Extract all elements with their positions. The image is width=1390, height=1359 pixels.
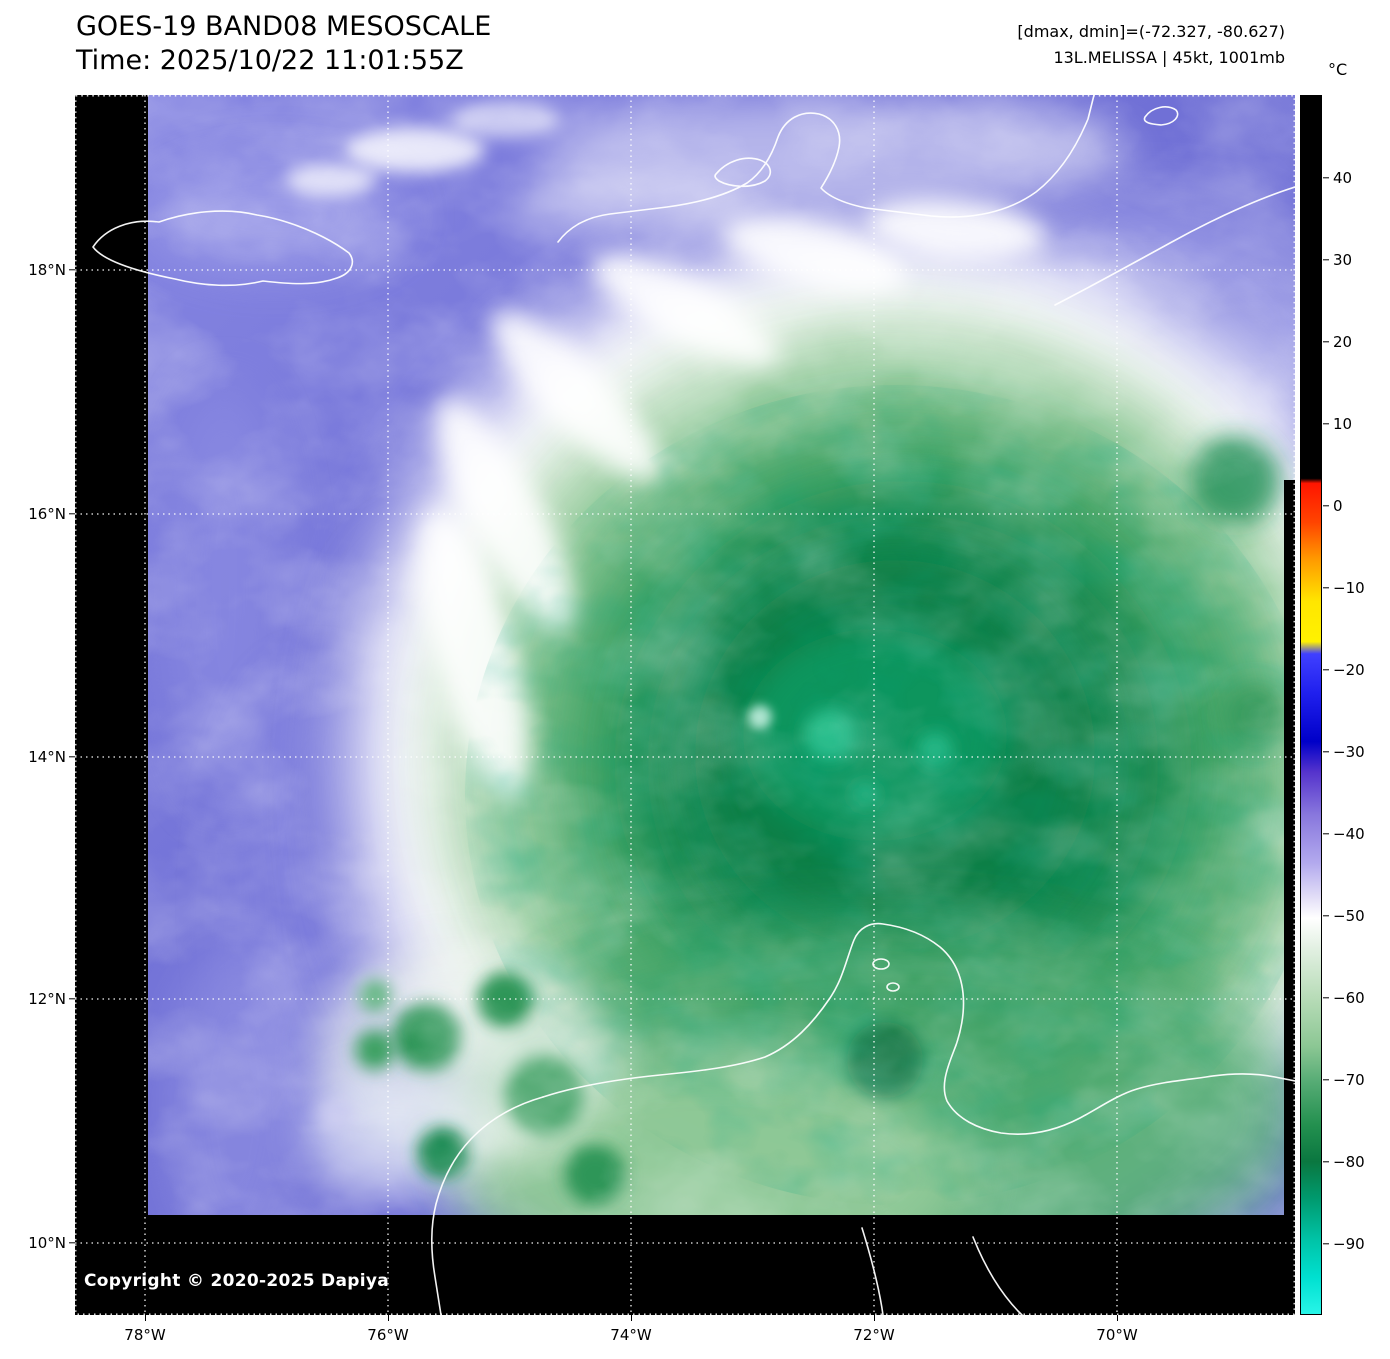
timestamp: Time: 2025/10/22 11:01:55Z (76, 45, 464, 76)
colorbar-tick (1323, 1243, 1329, 1245)
colorbar-tick (1323, 1161, 1329, 1163)
colorbar-tick (1323, 833, 1329, 835)
colorbar-label-m30: −30 (1333, 743, 1365, 761)
colorbar-tick (1323, 669, 1329, 671)
colorbar-tick (1323, 341, 1329, 343)
coastlines (92, 95, 1295, 1315)
small-island-coastline (1143, 106, 1179, 126)
hispaniola-coastline (557, 95, 1095, 243)
storm-info: 13L.MELISSA | 45kt, 1001mb (1053, 48, 1285, 67)
colorbar-gradient (1300, 95, 1322, 1315)
colorbar-tick (1323, 1079, 1329, 1081)
water-vapor-imagery (148, 95, 1295, 1215)
colorbar-label-40: 40 (1333, 169, 1353, 187)
colorbar-tick (1323, 587, 1329, 589)
lon-label-76w: 76°W (367, 1326, 409, 1344)
lat-label-14n: 14°N (28, 748, 66, 766)
lon-tick (145, 1315, 147, 1321)
gonave-island-coastline (714, 157, 772, 188)
lat-tick (69, 1242, 75, 1244)
colorbar-label-m80: −80 (1333, 1153, 1365, 1171)
colorbar-tick (1323, 423, 1329, 425)
map-plot-area: Copyright © 2020-2025 Dapiya (75, 95, 1295, 1315)
lon-tick (874, 1315, 876, 1321)
colorbar-tick (1323, 177, 1329, 179)
lat-tick (69, 513, 75, 515)
lon-tick (631, 1315, 633, 1321)
colombia-west-coastline (430, 1096, 544, 1315)
lon-label-74w: 74°W (610, 1326, 652, 1344)
lat-tick (69, 269, 75, 271)
lon-label-72w: 72°W (853, 1326, 895, 1344)
lat-label-10n: 10°N (28, 1234, 66, 1252)
lat-label-16n: 16°N (28, 505, 66, 523)
jamaica-coastline (92, 210, 354, 287)
lon-tick (388, 1315, 390, 1321)
lon-label-78w: 78°W (124, 1326, 166, 1344)
colorbar-label-10: 10 (1333, 415, 1353, 433)
south-america-coastline (542, 922, 1295, 1135)
colorbar-label-m40: −40 (1333, 825, 1365, 843)
colorbar-label-m50: −50 (1333, 907, 1365, 925)
colorbar-label-m60: −60 (1333, 989, 1365, 1007)
colorbar-label-0: 0 (1333, 497, 1343, 515)
colorbar-label-m90: −90 (1333, 1235, 1365, 1253)
lagoon-outline-2 (886, 982, 900, 992)
copyright-watermark: Copyright © 2020-2025 Dapiya (84, 1271, 389, 1291)
page-title: GOES-19 BAND08 MESOSCALE (76, 11, 492, 42)
colorbar-tick (1323, 259, 1329, 261)
colorbar-tick (1323, 915, 1329, 917)
colorbar-label-20: 20 (1333, 333, 1353, 351)
dominican-south-coastline (1054, 186, 1295, 306)
lat-tick (69, 756, 75, 758)
lat-tick (69, 998, 75, 1000)
storm-noise-texture (465, 385, 1295, 1205)
lat-label-12n: 12°N (28, 990, 66, 1008)
maracaibo-coastline-1 (861, 1227, 884, 1315)
colorbar-label-m70: −70 (1333, 1071, 1365, 1089)
colorbar-tick (1323, 997, 1329, 999)
colorbar-label-m20: −20 (1333, 661, 1365, 679)
lat-label-18n: 18°N (28, 261, 66, 279)
satellite-imagery (75, 95, 1295, 1315)
maracaibo-coastline-2 (972, 1236, 1023, 1315)
lon-tick (1117, 1315, 1119, 1321)
lagoon-outline-1 (872, 958, 890, 970)
colorbar-unit-label: °C (1328, 60, 1348, 79)
dmax-dmin-readout: [dmax, dmin]=(-72.327, -80.627) (1017, 22, 1285, 41)
lon-label-70w: 70°W (1096, 1326, 1138, 1344)
colorbar-tick (1323, 751, 1329, 753)
colorbar-label-30: 30 (1333, 251, 1353, 269)
colorbar-label-m10: −10 (1333, 579, 1365, 597)
colorbar-tick (1323, 505, 1329, 507)
